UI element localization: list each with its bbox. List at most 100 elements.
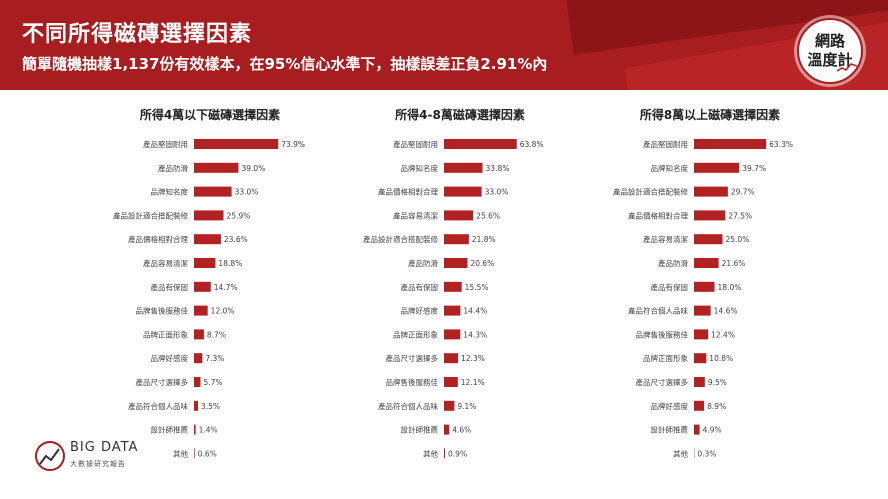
category-label: 設計師推薦 xyxy=(151,425,189,435)
chart-panel-mid-income: 所得4-8萬磁磚選擇因素 產品堅固耐用 63.8% 品牌知名度 33.8% 產品價格相對合… xyxy=(330,95,570,470)
category-label: 產品尺寸選擇多 xyxy=(136,377,189,387)
value-label: 39.0% xyxy=(241,164,265,173)
brand-logo-badge: 網路 溫度計 xyxy=(797,18,863,84)
bar xyxy=(194,400,198,411)
category-label: 品牌好感度 xyxy=(401,306,439,316)
category-label: 產品符合個人品味 xyxy=(128,401,188,411)
value-label: 33.0% xyxy=(235,188,259,197)
value-label: 39.7% xyxy=(742,164,766,173)
bar xyxy=(194,281,211,292)
value-label: 12.1% xyxy=(461,378,485,387)
bar xyxy=(194,305,208,316)
value-label: 25.0% xyxy=(726,235,750,244)
category-label: 品牌知名度 xyxy=(651,163,689,173)
category-label: 設計師推薦 xyxy=(651,425,689,435)
category-label: 產品防滑 xyxy=(658,258,688,268)
bar xyxy=(194,329,204,340)
value-label: 4.9% xyxy=(703,426,722,435)
bar xyxy=(694,186,728,197)
bar xyxy=(194,258,216,268)
bar xyxy=(194,234,221,245)
bigdata-tagline: 大數據研究報告 xyxy=(70,460,126,468)
category-label: 產品容易清潔 xyxy=(393,210,438,220)
bigdata-brand-text: BIG DATA xyxy=(70,440,139,455)
category-label: 設計師推薦 xyxy=(401,425,439,435)
category-label: 品牌售後服務佳 xyxy=(386,377,439,387)
bar xyxy=(194,353,203,364)
bigdata-logo: BIG DATA 大數據研究報告 xyxy=(34,438,164,478)
value-label: 14.7% xyxy=(214,283,238,292)
page-subtitle: 簡單隨機抽樣1,137份有效樣本，在95%信心水準下，抽樣誤差正負2.91%內 xyxy=(22,55,548,73)
bar xyxy=(444,162,483,173)
category-label: 產品有保固 xyxy=(151,282,189,292)
bar xyxy=(444,139,517,149)
category-label: 品牌售後服務佳 xyxy=(136,306,189,316)
bar xyxy=(694,353,707,364)
bar xyxy=(444,329,461,340)
value-label: 3.5% xyxy=(201,402,220,411)
category-label: 產品設計適合搭配裝修 xyxy=(113,210,188,220)
header-banner: 不同所得磁磚選擇因素 簡單隨機抽樣1,137份有效樣本，在95%信心水準下，抽樣… xyxy=(0,0,888,90)
category-label: 產品容易清潔 xyxy=(643,234,688,244)
value-label: 4.6% xyxy=(452,426,471,435)
value-label: 25.9% xyxy=(227,211,251,220)
value-label: 12.3% xyxy=(461,354,485,363)
category-label: 產品堅固耐用 xyxy=(393,139,438,149)
chart-title: 所得4-8萬磁磚選擇因素 xyxy=(395,107,525,122)
bar xyxy=(444,305,461,316)
category-label: 產品防滑 xyxy=(408,258,438,268)
value-label: 21.8% xyxy=(472,235,496,244)
bar xyxy=(444,281,462,292)
value-label: 20.6% xyxy=(470,259,494,268)
value-label: 8.7% xyxy=(207,330,226,339)
logo-text-line1: 網路 xyxy=(814,32,845,50)
bar xyxy=(194,162,239,173)
category-label: 品牌好感度 xyxy=(151,353,189,363)
category-label: 產品有保固 xyxy=(651,282,689,292)
category-label: 產品尺寸選擇多 xyxy=(636,377,689,387)
bar xyxy=(694,258,719,268)
chart-title: 所得8萬以上磁磚選擇因素 xyxy=(640,107,780,122)
value-label: 33.0% xyxy=(485,188,509,197)
bar xyxy=(194,448,195,459)
value-label: 0.6% xyxy=(198,449,217,458)
page-title: 不同所得磁磚選擇因素 xyxy=(22,22,253,47)
bar xyxy=(194,210,224,221)
value-label: 15.5% xyxy=(465,283,489,292)
value-label: 18.8% xyxy=(218,259,242,268)
category-label: 品牌正面形象 xyxy=(143,329,188,339)
trend-line-icon xyxy=(837,63,857,72)
chart-panel-high-income: 所得8萬以上磁磚選擇因素 產品堅固耐用 63.3% 品牌知名度 39.7% 產品設計適合搭… xyxy=(580,95,820,470)
bigdata-logo-icon xyxy=(35,441,65,471)
value-label: 14.6% xyxy=(714,307,738,316)
value-label: 12.4% xyxy=(711,330,735,339)
category-label: 品牌售後服務佳 xyxy=(636,329,689,339)
category-label: 其他 xyxy=(673,448,688,458)
category-label: 產品價格相對合理 xyxy=(628,210,688,220)
bar xyxy=(444,186,482,197)
chart-panel-low-income: 所得4萬以下磁磚選擇因素 產品堅固耐用 73.9% 產品防滑 39.0% 品牌知名度 33.… xyxy=(80,95,320,470)
bar xyxy=(194,186,232,197)
bar xyxy=(194,139,279,149)
value-label: 10.8% xyxy=(709,354,733,363)
value-label: 14.3% xyxy=(463,330,487,339)
chart-title: 所得4萬以下磁磚選擇因素 xyxy=(140,107,280,122)
bar xyxy=(694,424,700,435)
category-label: 品牌正面形象 xyxy=(393,329,438,339)
value-label: 23.6% xyxy=(224,235,248,244)
bar xyxy=(444,448,446,459)
category-label: 品牌好感度 xyxy=(651,401,689,411)
category-label: 產品價格相對合理 xyxy=(378,187,438,197)
value-label: 21.6% xyxy=(722,259,746,268)
bar xyxy=(694,305,711,316)
value-label: 27.5% xyxy=(728,211,752,220)
category-label: 產品尺寸選擇多 xyxy=(386,353,439,363)
value-label: 9.1% xyxy=(457,402,476,411)
value-label: 33.8% xyxy=(486,164,510,173)
bar xyxy=(694,281,715,292)
category-label: 產品堅固耐用 xyxy=(143,139,188,149)
value-label: 7.3% xyxy=(205,354,224,363)
category-label: 產品設計適合搭配裝修 xyxy=(363,234,438,244)
